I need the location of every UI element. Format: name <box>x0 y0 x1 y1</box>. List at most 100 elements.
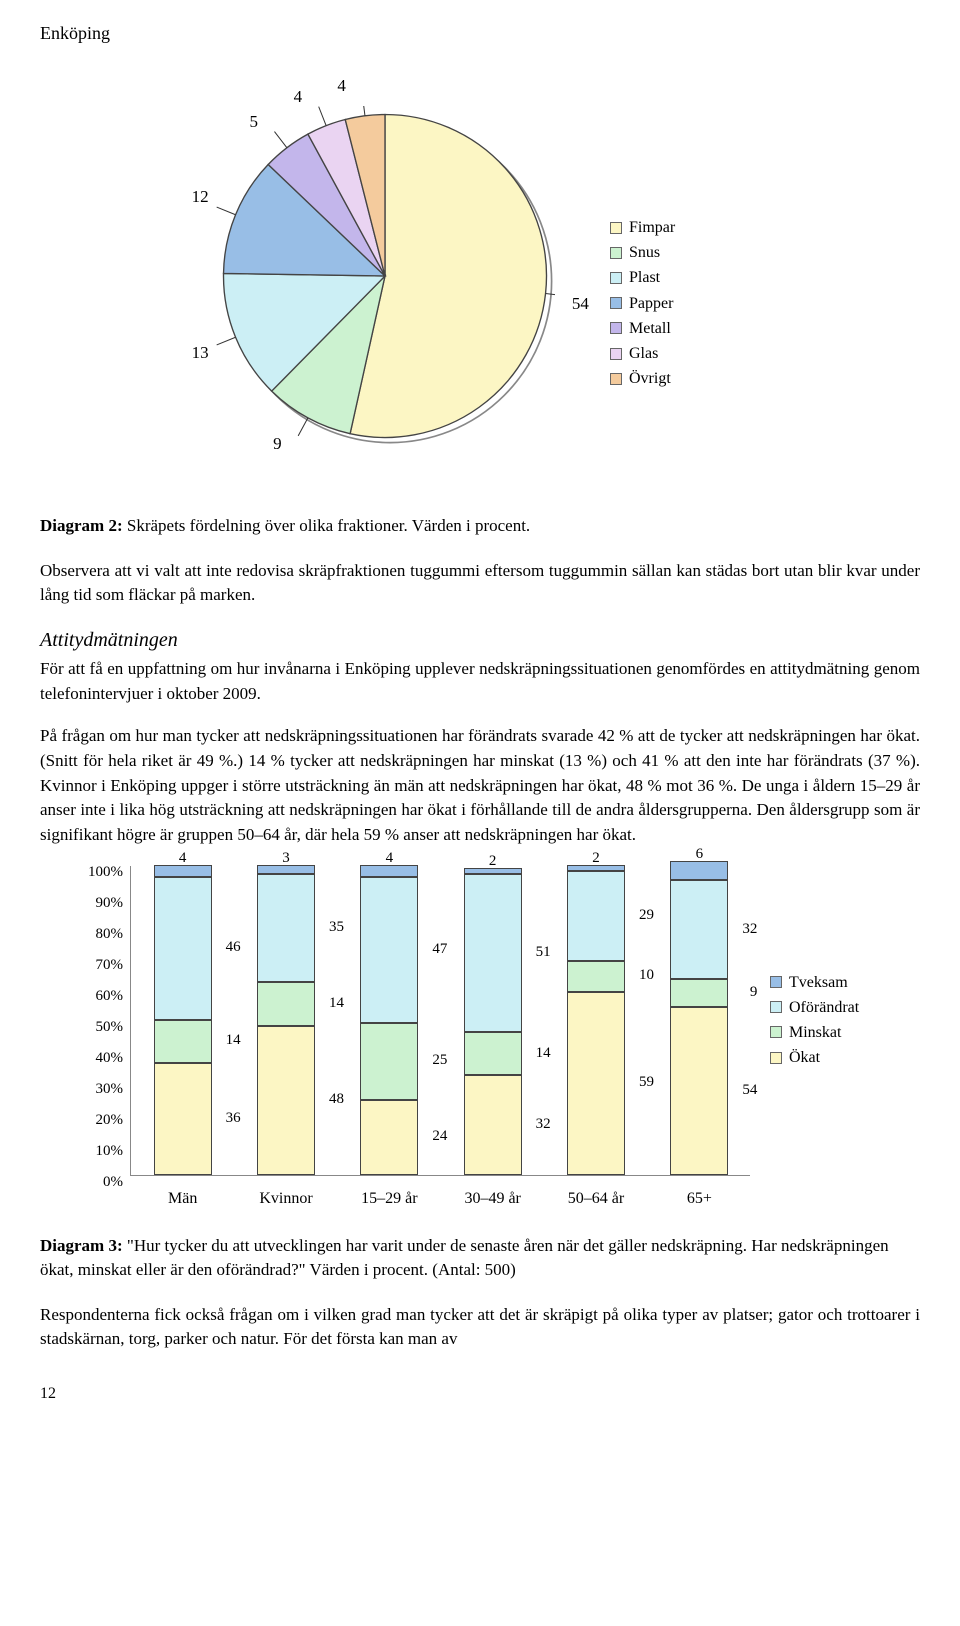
bar-segment: 4 <box>360 865 418 877</box>
bar-chart-region: 0%10%20%30%40%50%60%70%80%90%100%4461436… <box>70 866 920 1226</box>
paragraph: Observera att vi valt att inte redovisa … <box>40 559 920 608</box>
bar-plot: 0%10%20%30%40%50%60%70%80%90%100%4461436… <box>130 866 750 1176</box>
bar-segment-label: 24 <box>432 1126 447 1148</box>
bar-segment: 6 <box>670 861 728 880</box>
bar-column: 3351448 <box>257 865 315 1175</box>
y-axis-tick: 70% <box>81 955 131 977</box>
bar-column: 2291059 <box>567 865 625 1175</box>
bar-segment: 47 <box>360 877 418 1023</box>
y-axis-tick: 80% <box>81 924 131 946</box>
y-axis-tick: 20% <box>81 1110 131 1132</box>
pie-slice-label: 54 <box>572 292 589 317</box>
pie-chart-region: FimparSnusPlastPapperMetallGlasÖvrigt 54… <box>40 76 920 506</box>
bar-segment-label: 6 <box>696 844 704 866</box>
legend-swatch <box>770 1026 782 1038</box>
bar-segment-label: 10 <box>639 965 654 987</box>
y-axis-tick: 0% <box>81 1172 131 1194</box>
bar-segment-label: 59 <box>639 1072 654 1094</box>
x-axis-label: 65+ <box>687 1175 712 1210</box>
legend-item: Plast <box>610 266 675 289</box>
bar-segment-label: 36 <box>226 1108 241 1130</box>
bar-segment-label: 14 <box>329 993 344 1015</box>
bar-segment: 4 <box>154 865 212 877</box>
legend-item: Minskat <box>770 1021 859 1044</box>
pie-caption-text: Skräpets fördelning över olika fraktione… <box>127 516 530 535</box>
y-axis-tick: 40% <box>81 1048 131 1070</box>
pie-slice-label: 13 <box>192 341 209 366</box>
legend-item: Metall <box>610 317 675 340</box>
pie-caption: Diagram 2: Skräpets fördelning över olik… <box>40 514 920 539</box>
page-number: 12 <box>40 1382 920 1405</box>
bar-segment: 48 <box>257 1026 315 1175</box>
x-axis-label: 15–29 år <box>361 1175 417 1210</box>
legend-item: Papper <box>610 292 675 315</box>
bar-segment: 54 <box>670 1007 728 1174</box>
pie-legend: FimparSnusPlastPapperMetallGlasÖvrigt <box>610 216 675 392</box>
legend-label: Snus <box>629 241 660 264</box>
legend-item: Snus <box>610 241 675 264</box>
bar-column: 632954 <box>670 861 728 1174</box>
bar-segment: 10 <box>567 961 625 992</box>
paragraph: Respondenterna fick också frågan om i vi… <box>40 1303 920 1352</box>
bar-segment: 29 <box>567 871 625 961</box>
x-axis-label: 30–49 år <box>464 1175 520 1210</box>
legend-label: Övrigt <box>629 367 671 390</box>
page-header: Enköping <box>40 20 920 46</box>
x-axis-label: 50–64 år <box>568 1175 624 1210</box>
bar-segment: 14 <box>464 1032 522 1075</box>
paragraph: På frågan om hur man tycker att nedskräp… <box>40 724 920 847</box>
bar-segment: 59 <box>567 992 625 1175</box>
y-axis-tick: 50% <box>81 1017 131 1039</box>
legend-item: Tveksam <box>770 971 859 994</box>
legend-label: Minskat <box>789 1021 841 1044</box>
pie-slice-label: 12 <box>192 185 209 210</box>
bar-segment-label: 32 <box>742 919 757 941</box>
bar-segment-label: 32 <box>536 1114 551 1136</box>
legend-swatch <box>610 348 622 360</box>
x-axis-label: Kvinnor <box>259 1175 312 1210</box>
bar-segment: 32 <box>464 1075 522 1174</box>
bar-segment-label: 25 <box>432 1050 447 1072</box>
bar-segment-label: 2 <box>592 848 600 870</box>
pie-chart <box>215 106 555 446</box>
bar-segment-label: 4 <box>386 848 394 870</box>
y-axis-tick: 60% <box>81 986 131 1008</box>
legend-label: Plast <box>629 266 660 289</box>
legend-swatch <box>610 297 622 309</box>
legend-label: Tveksam <box>789 971 848 994</box>
legend-swatch <box>770 1001 782 1013</box>
pie-caption-lead: Diagram 2: <box>40 516 123 535</box>
bar-column: 2511432 <box>464 868 522 1175</box>
bar-segment-label: 48 <box>329 1089 344 1111</box>
bar-segment-label: 3 <box>282 848 290 870</box>
pie-slice-label: 4 <box>337 74 346 99</box>
bar-caption-lead: Diagram 3: <box>40 1236 123 1255</box>
bar-segment-label: 14 <box>226 1030 241 1052</box>
bar-caption-text: "Hur tycker du att utvecklingen har vari… <box>40 1236 889 1280</box>
bar-segment: 46 <box>154 877 212 1020</box>
bar-segment: 51 <box>464 874 522 1032</box>
legend-swatch <box>770 1052 782 1064</box>
y-axis-tick: 100% <box>81 862 131 884</box>
bar-segment-label: 29 <box>639 905 654 927</box>
pie-slice-label: 5 <box>249 110 258 135</box>
legend-label: Metall <box>629 317 671 340</box>
legend-item: Fimpar <box>610 216 675 239</box>
bar-segment-label: 51 <box>536 942 551 964</box>
y-axis-tick: 30% <box>81 1079 131 1101</box>
legend-item: Ökat <box>770 1046 859 1069</box>
legend-label: Fimpar <box>629 216 675 239</box>
bar-legend: TveksamOförändratMinskatÖkat <box>770 971 859 1072</box>
legend-label: Papper <box>629 292 673 315</box>
bar-column: 4472524 <box>360 865 418 1175</box>
legend-label: Oförändrat <box>789 996 859 1019</box>
bar-segment-label: 35 <box>329 917 344 939</box>
bar-segment-label: 14 <box>536 1043 551 1065</box>
bar-segment: 35 <box>257 874 315 983</box>
bar-segment-label: 47 <box>432 939 447 961</box>
paragraph: För att få en uppfattning om hur invånar… <box>40 657 920 706</box>
legend-swatch <box>610 322 622 334</box>
x-axis-label: Män <box>168 1175 197 1210</box>
bar-segment: 36 <box>154 1063 212 1175</box>
bar-segment: 3 <box>257 865 315 874</box>
